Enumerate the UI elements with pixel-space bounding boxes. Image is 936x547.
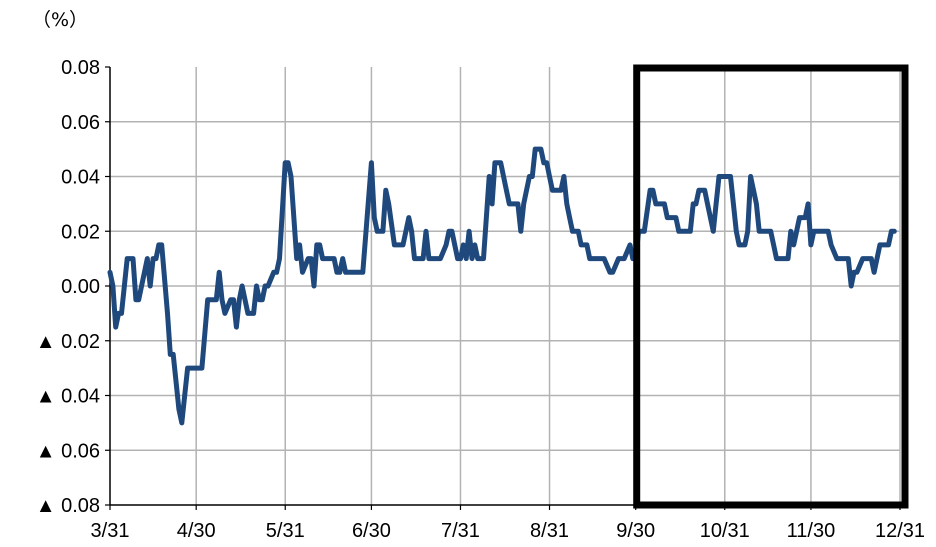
x-tick-label: 5/31 xyxy=(266,520,305,542)
grid xyxy=(110,67,901,505)
axes xyxy=(105,66,901,510)
y-tick-label: 0.04 xyxy=(61,167,100,189)
x-tick-label: 6/30 xyxy=(352,520,391,542)
x-tick-label: 4/30 xyxy=(177,520,216,542)
y-tick-label: 0.08 xyxy=(61,57,100,79)
x-tick-label: 9/30 xyxy=(616,520,655,542)
highlight-box xyxy=(633,64,909,509)
y-tick-label: ▲ 0.08 xyxy=(36,495,100,517)
unit-label: （%） xyxy=(32,9,88,31)
series-line xyxy=(107,146,897,426)
y-tick-label: 0.02 xyxy=(61,221,100,243)
x-tick-labels: 3/31 4/30 5/31 6/30 7/31 8/31 9/30 10/31 11/30 12… xyxy=(91,520,926,542)
x-tick-label: 12/31 xyxy=(875,520,925,542)
x-tick-label: 3/31 xyxy=(91,520,130,542)
y-tick-label: ▲ 0.02 xyxy=(36,331,100,353)
x-tick-label: 11/30 xyxy=(787,520,836,542)
highlight-layer xyxy=(633,64,909,509)
y-tick-label: ▲ 0.06 xyxy=(36,440,100,462)
y-tick-label: 0.06 xyxy=(61,112,100,134)
y-tick-label: 0.00 xyxy=(61,276,100,298)
x-tick-label: 7/31 xyxy=(441,520,480,542)
y-tick-label: ▲ 0.04 xyxy=(36,386,100,408)
x-tick-label: 10/31 xyxy=(700,520,750,542)
y-tick-labels: 0.08 0.06 0.04 0.02 0.00 ▲ 0.02 ▲ 0.04 ▲ 0.06 ▲ … xyxy=(36,57,100,517)
series-layer xyxy=(107,146,897,426)
x-tick-label: 8/31 xyxy=(530,520,569,542)
